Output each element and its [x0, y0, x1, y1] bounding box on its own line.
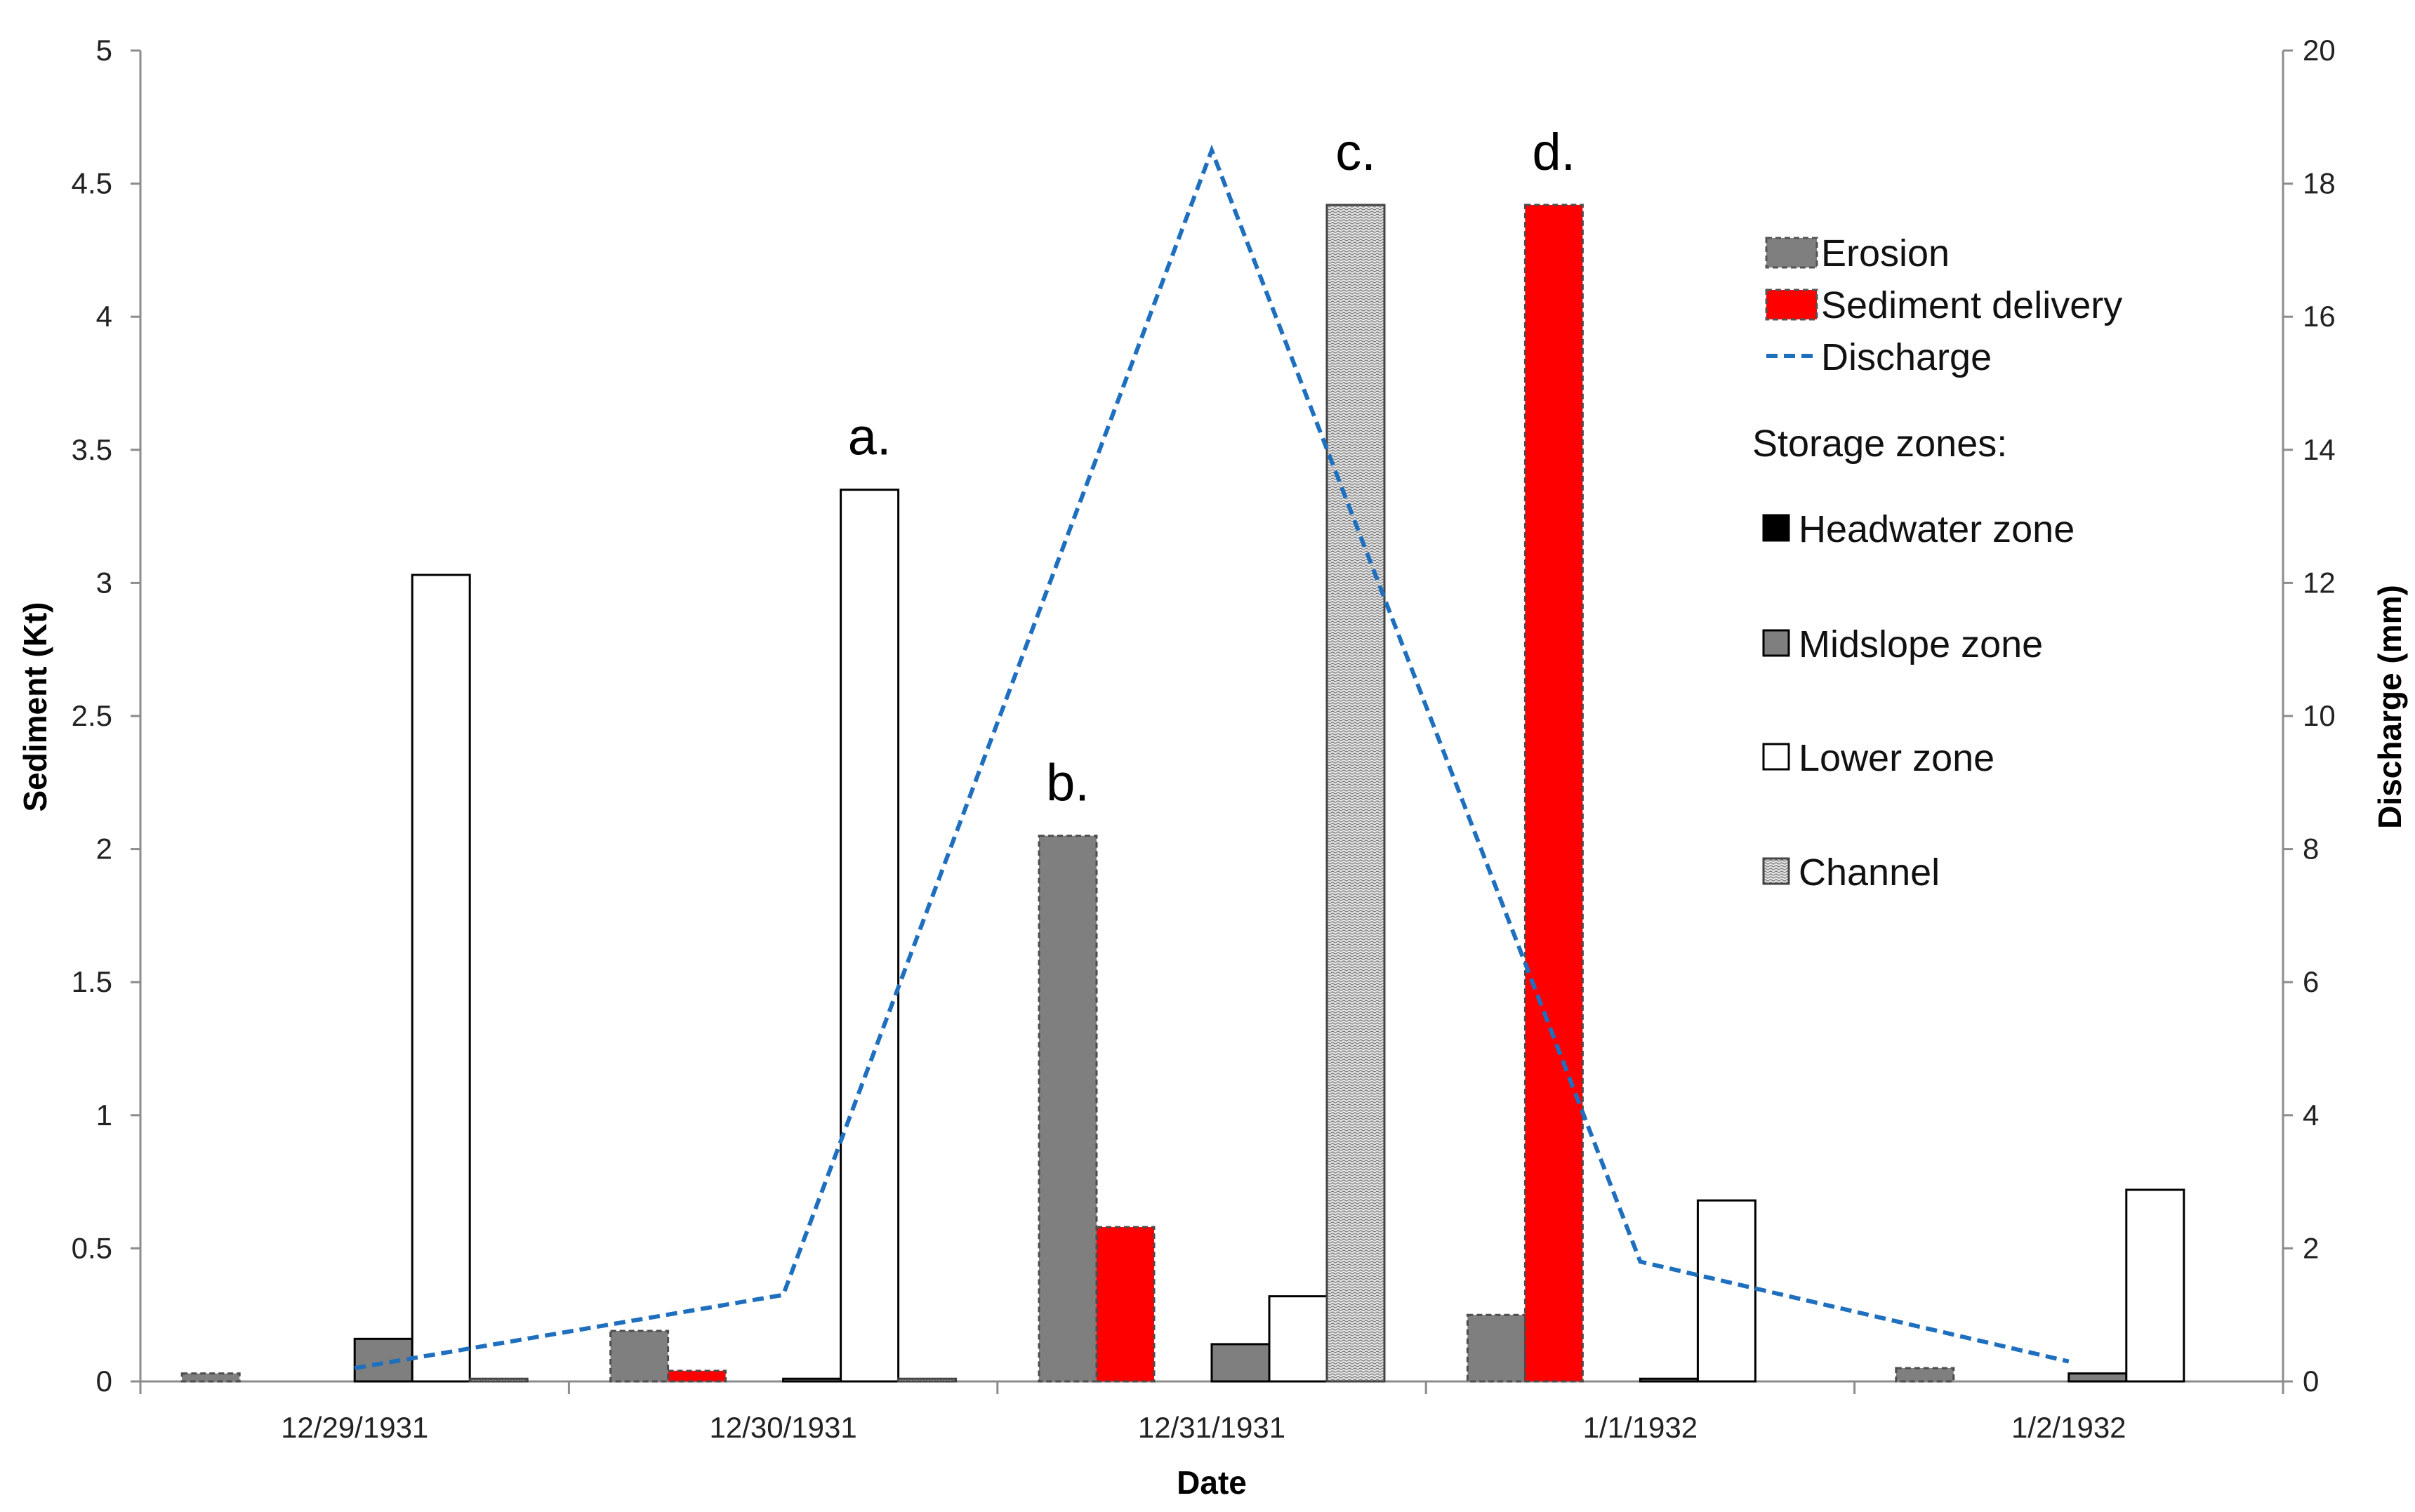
bar-erosion — [1466, 1313, 1526, 1383]
bar-lower — [1268, 1295, 1328, 1383]
bar-channel — [468, 1377, 529, 1383]
legend-swatch-lower — [1762, 743, 1790, 771]
annotation-layer: a. b. c. d. — [848, 123, 1576, 812]
bar-channel — [897, 1377, 958, 1383]
x-tick-label: 1/1/1932 — [1583, 1411, 1698, 1444]
bar-midslope — [1639, 1377, 1699, 1383]
y-axis-title: Sediment (Kt) — [17, 602, 53, 812]
y-tick-label: 0.5 — [72, 1231, 112, 1264]
y-tick-label: 2.5 — [72, 699, 112, 732]
bar-erosion — [1038, 835, 1098, 1383]
annotation-label: d. — [1533, 123, 1576, 181]
x-tick-label: 12/31/1931 — [1138, 1411, 1285, 1444]
y-tick-label: 2 — [96, 833, 112, 866]
y2-tick-label: 14 — [2303, 433, 2336, 466]
y2-tick-label: 2 — [2303, 1231, 2319, 1264]
legend-swatch-erosion — [1765, 237, 1818, 269]
bar-erosion — [180, 1372, 241, 1383]
y-tick-label: 0 — [96, 1365, 112, 1398]
bar-erosion — [1895, 1367, 1955, 1383]
legend: Erosion Sediment delivery Discharge Stor… — [1752, 232, 2122, 894]
bar-lower — [1696, 1199, 1756, 1383]
legend-label-discharge: Discharge — [1821, 336, 1992, 378]
bar-delivery — [667, 1370, 727, 1383]
x-tick-label: 1/2/1932 — [2011, 1411, 2126, 1444]
legend-label-lower: Lower zone — [1799, 737, 1994, 779]
x-axis-title: Date — [1177, 1464, 1247, 1501]
annotation-label: b. — [1046, 754, 1090, 812]
y2-tick-label: 12 — [2303, 566, 2336, 599]
legend-label-erosion: Erosion — [1821, 232, 1950, 274]
bar-lower — [2125, 1188, 2185, 1383]
bar-lower — [840, 489, 900, 1383]
bar-midslope — [1210, 1343, 1271, 1383]
bar-midslope — [353, 1337, 413, 1383]
y2-axis-title: Discharge (mm) — [2371, 585, 2408, 829]
y-tick-label: 3.5 — [72, 433, 112, 466]
x-tick-label: 12/30/1931 — [709, 1411, 856, 1444]
y-tick-label: 5 — [96, 34, 112, 67]
y2-tick-label: 4 — [2303, 1099, 2319, 1132]
bar-midslope — [782, 1377, 842, 1383]
bar-erosion — [609, 1329, 670, 1383]
y-tick-label: 4 — [96, 300, 112, 333]
x-tick-label: 12/29/1931 — [281, 1411, 428, 1444]
legend-swatch-sediment-delivery — [1765, 289, 1818, 321]
tick-labels-layer: 0 0.5 1 1.5 2 2.5 3 3.5 4 4.5 5 0 2 4 6 8 10 12 14 16 18 20 12… — [72, 34, 2336, 1444]
annotation-label: c. — [1335, 123, 1376, 181]
legend-label-channel: Channel — [1799, 851, 1940, 894]
discharge-line-layer — [354, 144, 2070, 1370]
bars-layer — [180, 204, 2185, 1383]
y2-tick-label: 6 — [2303, 965, 2319, 998]
legend-swatch-headwater — [1762, 514, 1790, 542]
y2-tick-label: 16 — [2303, 300, 2336, 333]
legend-label-headwater: Headwater zone — [1799, 508, 2075, 550]
y2-tick-label: 10 — [2303, 699, 2336, 732]
y-tick-label: 1.5 — [72, 965, 112, 998]
y2-tick-label: 20 — [2303, 34, 2336, 67]
y2-tick-label: 0 — [2303, 1365, 2319, 1398]
y2-tick-label: 8 — [2303, 833, 2319, 866]
legend-swatch-midslope — [1762, 629, 1790, 657]
y2-tick-label: 18 — [2303, 167, 2336, 200]
legend-storage-title: Storage zones: — [1752, 423, 2007, 465]
legend-label-sediment-delivery: Sediment delivery — [1821, 284, 2122, 326]
annotation-label: a. — [848, 408, 892, 466]
y-tick-label: 4.5 — [72, 167, 112, 200]
discharge-line — [354, 144, 2070, 1370]
bar-lower — [411, 573, 471, 1383]
bar-delivery — [1095, 1226, 1156, 1383]
bar-delivery — [1523, 204, 1584, 1383]
legend-swatch-channel — [1762, 857, 1790, 885]
y-tick-label: 3 — [96, 566, 112, 599]
y-tick-label: 1 — [96, 1099, 112, 1132]
bar-midslope — [2067, 1372, 2128, 1383]
legend-label-midslope: Midslope zone — [1799, 623, 2043, 665]
bar-channel — [1325, 204, 1386, 1383]
